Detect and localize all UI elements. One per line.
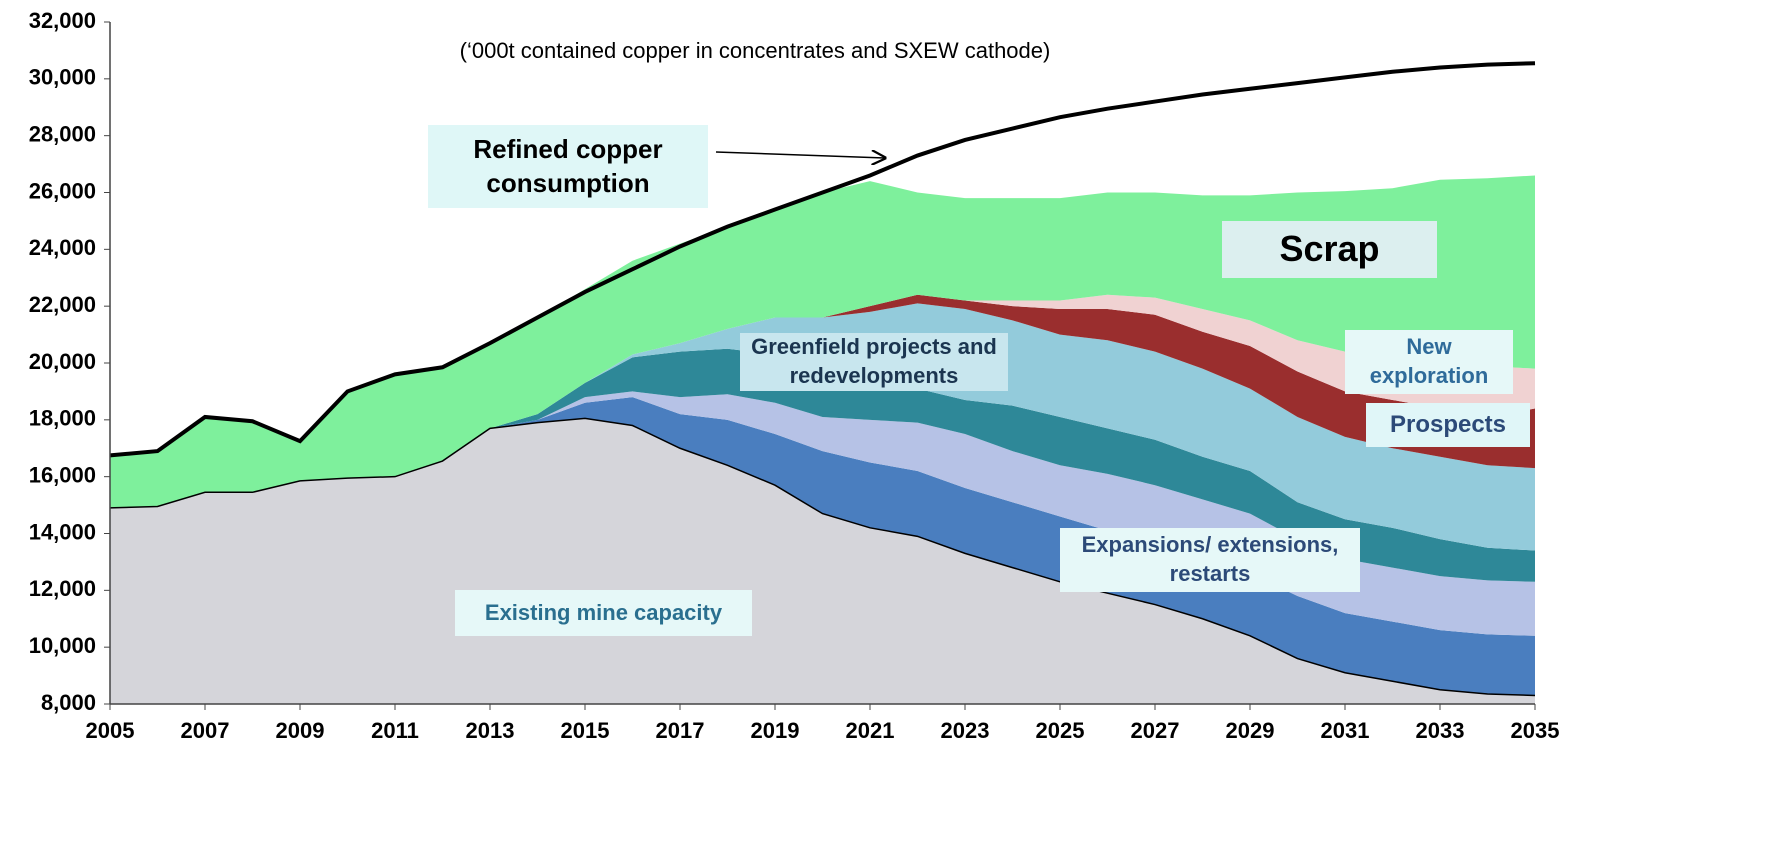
series-label: Existing mine capacity: [455, 590, 752, 636]
area-edge: [109, 417, 1536, 697]
x-tick-label: 2011: [371, 718, 419, 743]
series-label: Refined copper consumption: [428, 125, 708, 208]
x-tick-label: 2023: [941, 718, 990, 743]
y-tick-label: 22,000: [29, 292, 96, 317]
arrow: [715, 152, 885, 158]
x-tick-label: 2017: [656, 718, 705, 743]
y-tick-label: 28,000: [29, 121, 96, 146]
x-tick-label: 2031: [1321, 718, 1370, 743]
y-tick-label: 20,000: [29, 349, 96, 374]
x-tick-label: 2009: [276, 718, 325, 743]
y-tick-label: 12,000: [29, 576, 96, 601]
x-tick-label: 2021: [846, 718, 895, 743]
series-label: Prospects: [1366, 403, 1530, 447]
area: [110, 348, 1535, 582]
y-tick-label: 16,000: [29, 462, 96, 487]
y-tick-label: 32,000: [29, 8, 96, 33]
y-tick-label: 24,000: [29, 235, 96, 260]
subtitle: (‘000t contained copper in concentrates …: [460, 38, 1051, 63]
x-tick-label: 2019: [751, 718, 800, 743]
area: [110, 294, 1535, 508]
series-label: Scrap: [1222, 221, 1437, 278]
y-tick-label: 8,000: [41, 690, 96, 715]
x-tick-label: 2007: [181, 718, 230, 743]
area: [110, 303, 1535, 551]
series-label: Greenfield projects and redevelopments: [740, 333, 1008, 391]
x-tick-label: 2029: [1226, 718, 1275, 743]
x-tick-label: 2005: [86, 718, 135, 743]
x-tick-label: 2033: [1416, 718, 1465, 743]
x-tick-label: 2025: [1036, 718, 1085, 743]
x-tick-label: 2015: [561, 718, 610, 743]
y-tick-label: 18,000: [29, 406, 96, 431]
y-tick-label: 30,000: [29, 65, 96, 90]
area: [110, 397, 1535, 696]
y-tick-label: 10,000: [29, 633, 96, 658]
y-tick-label: 14,000: [29, 519, 96, 544]
x-tick-label: 2035: [1511, 718, 1560, 743]
area: [110, 175, 1535, 508]
y-tick-label: 26,000: [29, 178, 96, 203]
series-label: New exploration: [1345, 330, 1513, 394]
series-label: Expansions/ extensions, restarts: [1060, 528, 1360, 592]
x-tick-label: 2013: [466, 718, 515, 743]
line: [109, 61, 1536, 458]
x-tick-label: 2027: [1131, 718, 1180, 743]
